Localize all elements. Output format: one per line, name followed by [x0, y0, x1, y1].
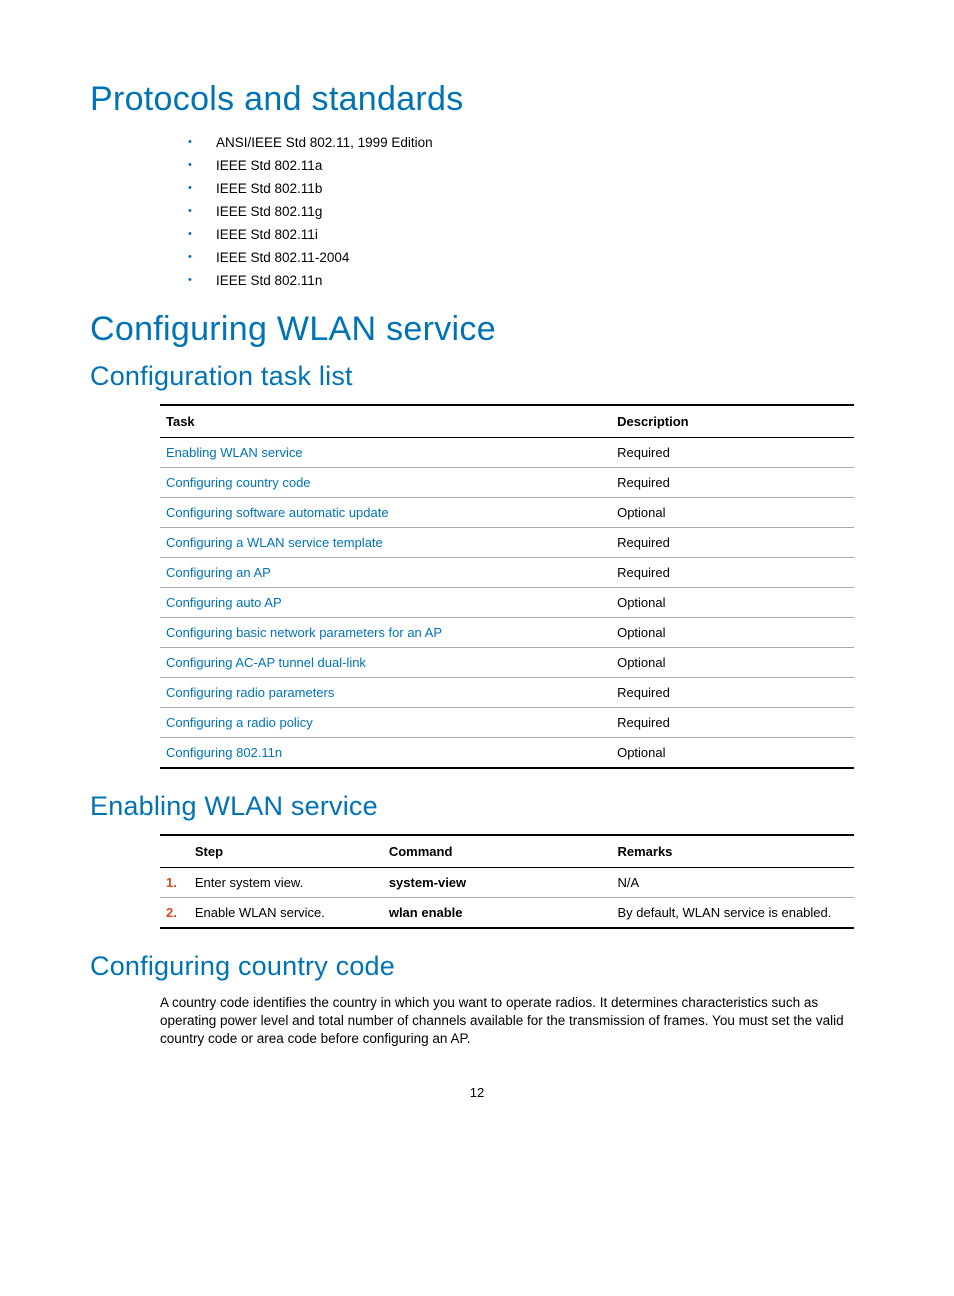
step-desc: Enable WLAN service.	[189, 898, 383, 929]
heading-task-list: Configuration task list	[90, 361, 864, 392]
table-row: Configuring 802.11n Optional	[160, 738, 854, 769]
step-desc: Enter system view.	[189, 868, 383, 898]
task-desc: Required	[611, 438, 854, 468]
task-link[interactable]: Configuring radio parameters	[166, 685, 334, 700]
task-link[interactable]: Configuring auto AP	[166, 595, 282, 610]
heading-protocols: Protocols and standards	[90, 80, 864, 119]
step-number: 2.	[166, 905, 183, 920]
table-row: Configuring a WLAN service template Requi…	[160, 528, 854, 558]
heading-configuring-wlan: Configuring WLAN service	[90, 310, 864, 349]
list-item: IEEE Std 802.11i	[188, 223, 864, 246]
table-row: Enabling WLAN service Required	[160, 438, 854, 468]
task-table: Task Description Enabling WLAN service Re…	[160, 404, 854, 769]
table-row: Configuring AC-AP tunnel dual-link Option…	[160, 648, 854, 678]
step-command: system-view	[389, 875, 466, 890]
task-link[interactable]: Configuring country code	[166, 475, 311, 490]
task-desc: Optional	[611, 618, 854, 648]
task-desc: Required	[611, 468, 854, 498]
table-row: Configuring radio parameters Required	[160, 678, 854, 708]
table-header-task: Task	[160, 405, 611, 438]
list-item: IEEE Std 802.11g	[188, 200, 864, 223]
step-remarks: N/A	[611, 868, 854, 898]
step-table: Step Command Remarks 1. Enter system vie…	[160, 834, 854, 929]
table-row: Configuring a radio policy Required	[160, 708, 854, 738]
list-item: IEEE Std 802.11a	[188, 154, 864, 177]
table-row: Configuring an AP Required	[160, 558, 854, 588]
table-row: Configuring basic network parameters for…	[160, 618, 854, 648]
table-header-command: Command	[383, 835, 612, 868]
task-link[interactable]: Configuring a radio policy	[166, 715, 313, 730]
table-row: Configuring software automatic update Opt…	[160, 498, 854, 528]
table-header-step: Step	[189, 835, 383, 868]
task-desc: Optional	[611, 588, 854, 618]
task-link[interactable]: Configuring a WLAN service template	[166, 535, 383, 550]
step-remarks: By default, WLAN service is enabled.	[611, 898, 854, 929]
task-desc: Required	[611, 558, 854, 588]
list-item: IEEE Std 802.11-2004	[188, 246, 864, 269]
step-command: wlan enable	[389, 905, 463, 920]
heading-enabling-wlan: Enabling WLAN service	[90, 791, 864, 822]
task-desc: Optional	[611, 648, 854, 678]
list-item: IEEE Std 802.11b	[188, 177, 864, 200]
task-link[interactable]: Configuring 802.11n	[166, 745, 282, 760]
table-header-blank	[160, 835, 189, 868]
table-row: 2. Enable WLAN service. wlan enable By d…	[160, 898, 854, 929]
task-desc: Required	[611, 528, 854, 558]
table-header-description: Description	[611, 405, 854, 438]
task-desc: Required	[611, 678, 854, 708]
table-header-remarks: Remarks	[611, 835, 854, 868]
page-number: 12	[90, 1085, 864, 1100]
task-link[interactable]: Configuring an AP	[166, 565, 271, 580]
heading-country-code: Configuring country code	[90, 951, 864, 982]
table-row: 1. Enter system view. system-view N/A	[160, 868, 854, 898]
task-desc: Optional	[611, 738, 854, 769]
table-row: Configuring country code Required	[160, 468, 854, 498]
step-number: 1.	[166, 875, 183, 890]
task-desc: Required	[611, 708, 854, 738]
task-link[interactable]: Enabling WLAN service	[166, 445, 303, 460]
list-item: ANSI/IEEE Std 802.11, 1999 Edition	[188, 131, 864, 154]
task-link[interactable]: Configuring software automatic update	[166, 505, 389, 520]
standards-list: ANSI/IEEE Std 802.11, 1999 Edition IEEE …	[188, 131, 864, 292]
list-item: IEEE Std 802.11n	[188, 269, 864, 292]
country-code-paragraph: A country code identifies the country in…	[160, 994, 864, 1049]
table-row: Configuring auto AP Optional	[160, 588, 854, 618]
task-link[interactable]: Configuring basic network parameters for…	[166, 625, 442, 640]
task-link[interactable]: Configuring AC-AP tunnel dual-link	[166, 655, 366, 670]
task-desc: Optional	[611, 498, 854, 528]
